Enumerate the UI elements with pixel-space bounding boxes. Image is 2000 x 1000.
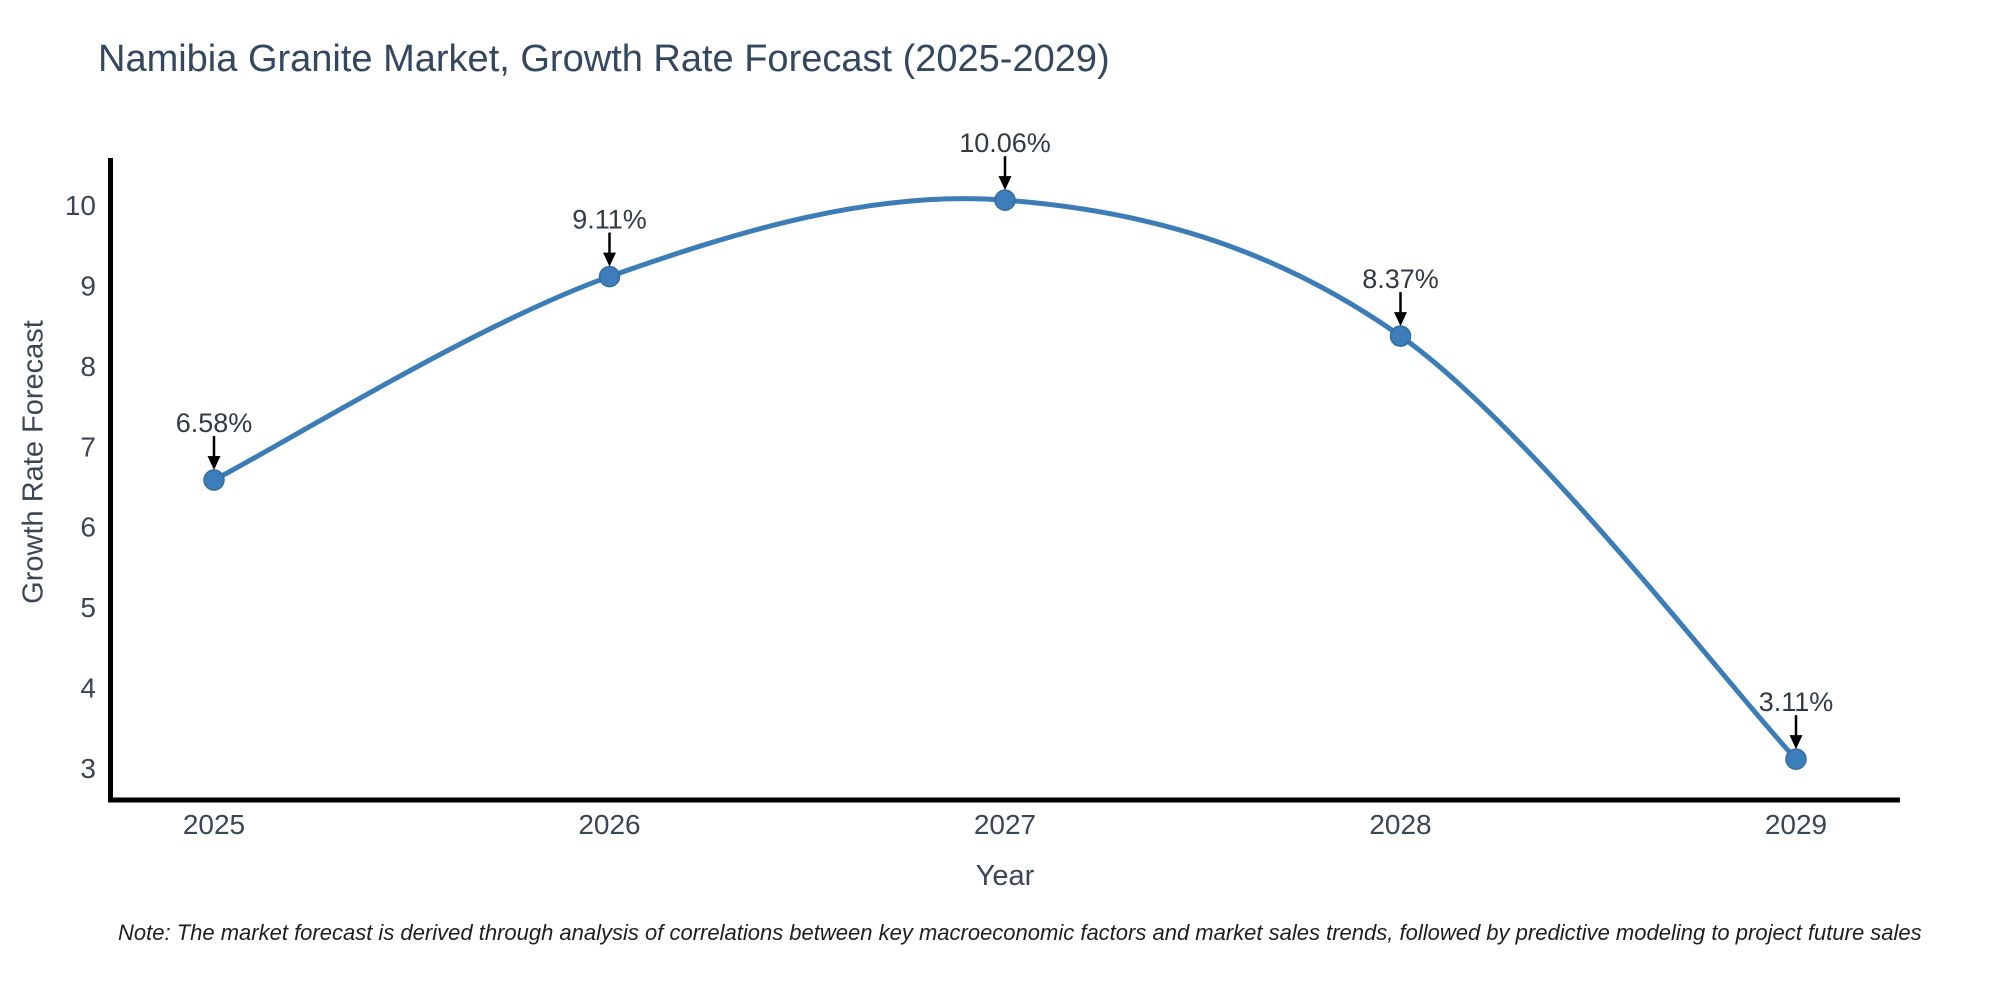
data-point-marker: [1389, 325, 1412, 347]
y-tick-label: 10: [65, 190, 96, 221]
y-tick-label: 8: [80, 351, 96, 382]
chart-title: Namibia Granite Market, Growth Rate Fore…: [98, 38, 1110, 80]
annotation-label: 3.11%: [1759, 687, 1834, 717]
forecast-line: [211, 196, 1799, 762]
annotation-label: 9.11%: [572, 205, 647, 235]
x-tick-label: 2028: [1369, 809, 1431, 840]
annotation-arrow-head: [207, 456, 221, 471]
x-tick-label: 2025: [183, 809, 245, 840]
annotation-label: 6.58%: [176, 408, 253, 438]
y-tick-label: 7: [80, 431, 96, 462]
data-point-marker: [203, 469, 225, 491]
y-tick-label: 3: [80, 753, 96, 784]
y-tick-label: 9: [80, 270, 96, 301]
x-axis-title: Year: [975, 860, 1035, 892]
data-point-marker: [994, 189, 1016, 211]
annotation-arrow-head: [1394, 312, 1407, 327]
y-tick-label: 5: [80, 592, 96, 623]
data-point-marker: [1785, 748, 1807, 770]
footnote: Note: The market forecast is derived thr…: [118, 920, 1922, 945]
x-tick-label: 2027: [974, 809, 1036, 840]
annotation-label: 8.37%: [1362, 264, 1439, 294]
x-tick-label: 2026: [578, 809, 640, 840]
annotation-arrow-head: [1789, 735, 1803, 750]
x-tick-label: 2029: [1765, 809, 1827, 840]
data-point-marker: [598, 265, 621, 288]
annotation-arrow-head: [998, 176, 1012, 191]
annotation-arrow-head: [603, 252, 616, 267]
y-tick-label: 4: [80, 673, 96, 704]
y-tick-label: 6: [80, 512, 96, 543]
annotation-label: 10.06%: [959, 128, 1051, 158]
